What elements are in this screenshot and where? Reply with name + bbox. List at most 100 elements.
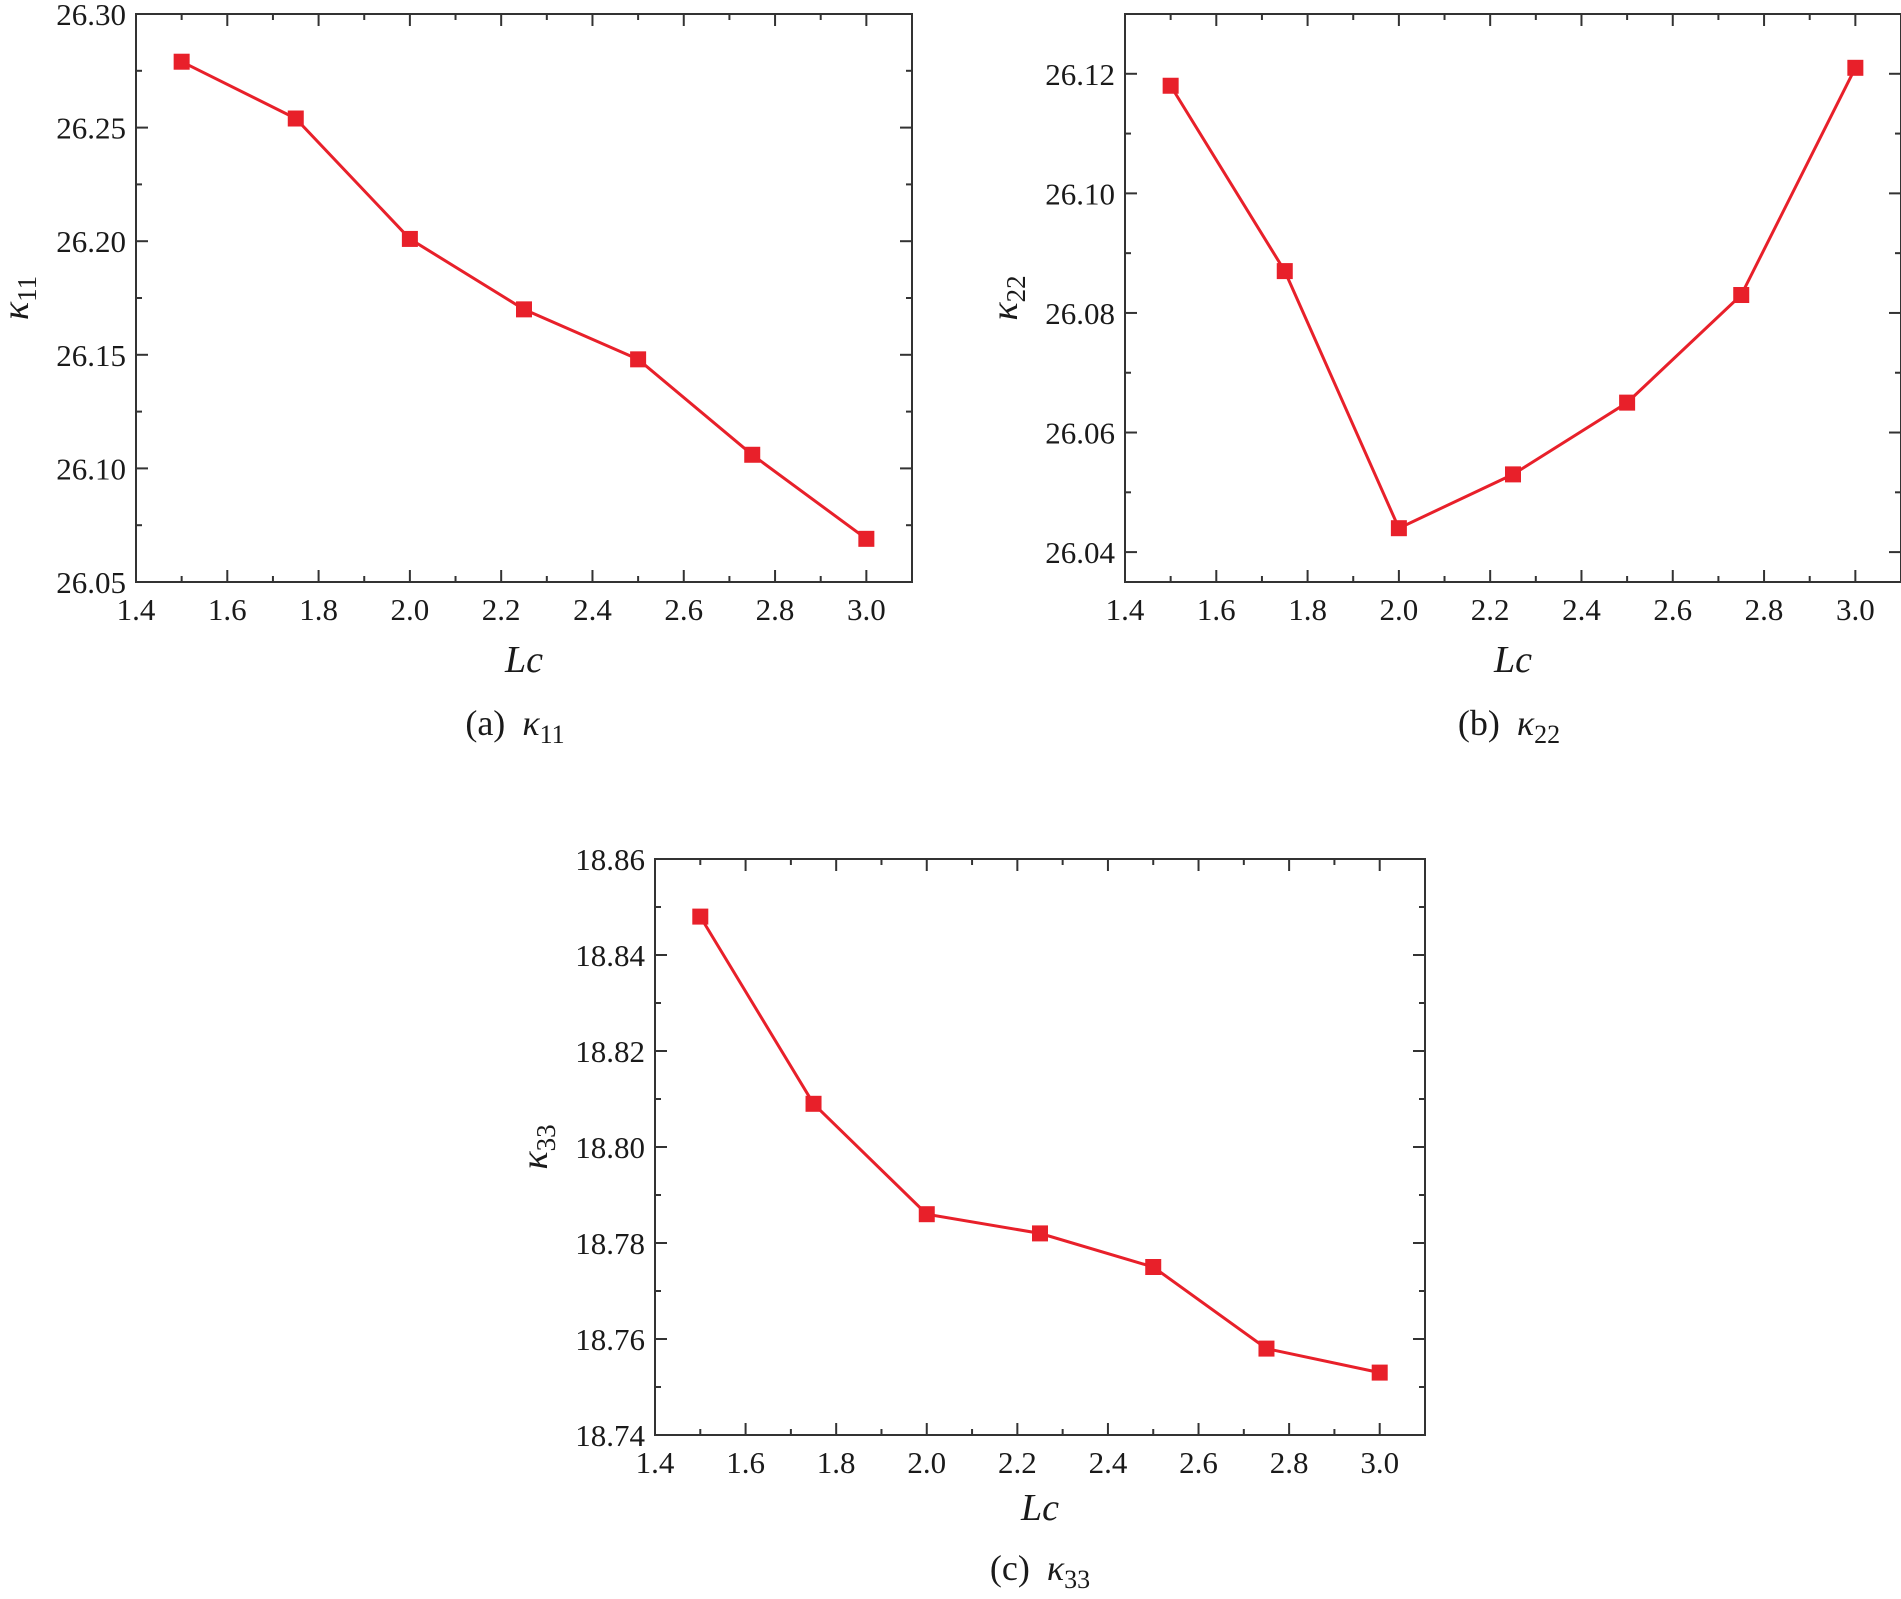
panel-c-caption: (c) κ33 (990, 1548, 1090, 1594)
panel-b-x-tick-label: 1.6 (1197, 592, 1236, 627)
panel-c-x-tick-label: 2.6 (1179, 1445, 1218, 1480)
panel-b-caption-symbol: κ (1517, 703, 1535, 743)
panel-b-y-tick-label: 26.10 (1045, 176, 1115, 211)
panel-a-y-axis-title-subscript: 11 (12, 276, 42, 302)
panel-b-x-tick-label: 2.2 (1471, 592, 1510, 627)
panel-b-series-line (1169, 67, 1857, 531)
panel-a-y-axis-title: κ11 (0, 276, 42, 320)
panel-b-data-point (1733, 287, 1750, 304)
panel-a-y-tick-label: 26.10 (56, 451, 126, 486)
panel-a-y-axis-title-symbol: κ (0, 301, 37, 320)
panel-a-plot-frame (135, 13, 913, 583)
panel-c-y-axis-title-subscript: 33 (531, 1124, 561, 1151)
panel-c-data-point (1258, 1340, 1275, 1357)
panel-c-caption-label: (c) (990, 1548, 1039, 1588)
panel-b-plot-frame (1124, 13, 1901, 583)
panel-a-caption: (a) κ11 (465, 703, 564, 749)
panel-b-caption-subscript: 22 (1534, 720, 1560, 749)
panel-b-x-tick-label: 3.0 (1836, 592, 1875, 627)
panel-c-x-tick-label: 2.2 (998, 1445, 1037, 1480)
panel-c-data-point (1371, 1364, 1388, 1381)
panel-b-data-point (1505, 466, 1521, 483)
panel-c-x-tick-label: 2.4 (1089, 1445, 1128, 1480)
panel-c-plot-frame (654, 858, 1426, 1436)
panel-b-caption-label: (b) (1458, 703, 1509, 743)
panel-b-data-point (1847, 59, 1864, 76)
panel-c-caption-symbol: κ (1047, 1548, 1065, 1588)
panel-b-x-tick-label: 1.4 (1106, 592, 1145, 627)
panel-a-caption-symbol: κ (522, 703, 540, 743)
panel-c-y-tick-label: 18.80 (575, 1130, 645, 1165)
panel-b-y-tick-label: 26.08 (1045, 296, 1115, 331)
panel-c-y-tick-label: 18.86 (575, 842, 645, 877)
panel-c-data-point (1032, 1225, 1048, 1242)
panel-b-x-tick-label: 1.8 (1288, 592, 1327, 627)
panel-b-data-point (1619, 394, 1636, 411)
panel-b-data-point (1162, 77, 1179, 94)
panel-c-y-tick-label: 18.74 (575, 1418, 645, 1453)
panel-a-y-tick-label: 26.15 (56, 338, 126, 373)
panel-c-data-point (805, 1095, 822, 1112)
panel-a-data-point (858, 530, 875, 547)
panel-a-data-point (287, 110, 304, 127)
panel-a-x-tick-label: 1.6 (208, 592, 247, 627)
panel-b-y-axis-title-subscript: 22 (1001, 275, 1031, 302)
panel-a-y-tick-label: 26.20 (56, 224, 126, 259)
panel-c-x-tick-label: 1.6 (726, 1445, 765, 1480)
panel-b-x-tick-label: 2.8 (1745, 592, 1784, 627)
panel-c-x-axis-title: Lc (1020, 1487, 1059, 1529)
panel-a-x-axis-title: Lc (504, 639, 543, 681)
panel-b-y-tick-label: 26.12 (1045, 57, 1115, 92)
panel-c-y-tick-label: 18.78 (575, 1226, 645, 1261)
panel-a-caption-label: (a) (465, 703, 514, 743)
panel-b-y-axis-title: κ22 (984, 275, 1031, 320)
panel-b-x-tick-label: 2.6 (1653, 592, 1692, 627)
panel-a-x-tick-label: 1.8 (299, 592, 338, 627)
panel-a-x-tick-label: 2.4 (573, 592, 612, 627)
panel-b-y-tick-label: 26.06 (1045, 416, 1115, 451)
panel-c-series-line (699, 915, 1381, 1375)
panel-a-y-tick-label: 26.30 (56, 0, 126, 32)
panel-b: 1.4 1.6 1.8 2.0 2.2 2.4 2.6 2.8 3.0 26.04 26.06 26.… (984, 13, 1901, 749)
panel-c-data-point (692, 908, 709, 925)
panel-a-data-point (173, 53, 190, 70)
panel-a-x-tick-label: 2.6 (664, 592, 703, 627)
panel-c: 1.4 1.6 1.8 2.0 2.2 2.4 2.6 2.8 3.0 18.74 18.76 18.… (514, 842, 1426, 1594)
panel-a-x-tick-label: 2.0 (391, 592, 430, 627)
panel-a-x-tick-label: 1.4 (117, 592, 156, 627)
panel-c-x-tick-label: 3.0 (1360, 1445, 1399, 1480)
panel-a-y-tick-label: 26.05 (56, 565, 126, 600)
panel-a: 1.4 1.6 1.8 2.0 2.2 2.4 2.6 2.8 3.0 26.05 26.10 26.… (0, 0, 913, 749)
panel-b-data-point (1276, 263, 1293, 280)
panel-b-x-tick-label: 2.0 (1380, 592, 1419, 627)
panel-c-data-point (918, 1206, 935, 1223)
panel-a-data-point (516, 301, 532, 318)
panel-b-data-point (1390, 520, 1407, 537)
panel-c-y-axis-title: κ33 (514, 1124, 561, 1169)
panel-a-y-tick-label: 26.25 (56, 111, 126, 146)
panel-c-y-axis-title-symbol: κ (514, 1151, 556, 1170)
panel-b-y-axis-title-symbol: κ (984, 302, 1026, 321)
panel-b-x-tick-label: 2.4 (1562, 592, 1601, 627)
panel-a-x-tick-label: 2.2 (482, 592, 521, 627)
panel-c-y-tick-label: 18.84 (575, 938, 645, 973)
panel-c-x-tick-label: 1.8 (817, 1445, 856, 1480)
panel-a-caption-subscript: 11 (540, 720, 565, 749)
panel-c-data-point (1145, 1259, 1162, 1275)
panel-a-data-point (744, 446, 761, 463)
panel-b-x-axis-title: Lc (1493, 639, 1532, 681)
panel-c-y-tick-label: 18.76 (575, 1322, 645, 1357)
panel-c-x-tick-label: 2.8 (1270, 1445, 1309, 1480)
panel-a-data-point (401, 230, 418, 247)
panel-b-caption: (b) κ22 (1458, 703, 1560, 749)
panel-a-data-point (630, 351, 647, 368)
panel-c-caption-subscript: 33 (1064, 1565, 1090, 1594)
panel-a-x-tick-label: 2.8 (756, 592, 795, 627)
panel-a-x-tick-label: 3.0 (847, 592, 886, 627)
panel-c-x-tick-label: 2.0 (907, 1445, 946, 1480)
panel-c-x-tick-label: 1.4 (636, 1445, 675, 1480)
panel-a-series-line (180, 60, 868, 541)
panel-b-y-tick-label: 26.04 (1045, 535, 1115, 570)
panel-c-y-tick-label: 18.82 (575, 1034, 645, 1069)
